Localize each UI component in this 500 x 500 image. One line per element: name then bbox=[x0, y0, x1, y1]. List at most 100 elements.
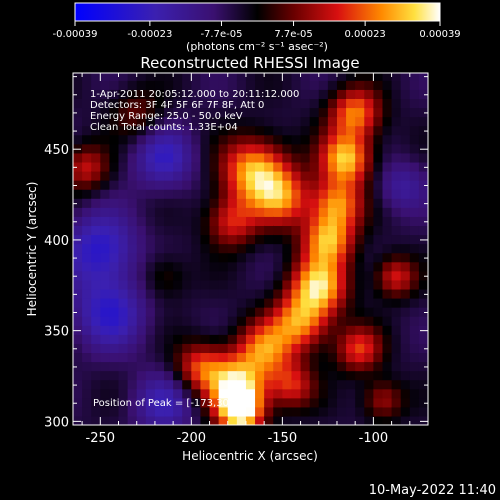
heatmap-cell bbox=[164, 397, 174, 408]
heatmap-cell bbox=[109, 170, 120, 181]
heatmap-cell bbox=[309, 325, 320, 335]
heatmap-cell bbox=[300, 325, 311, 335]
heatmap-cell bbox=[282, 180, 293, 190]
heatmap-cell bbox=[364, 143, 374, 154]
heatmap-cell bbox=[100, 361, 111, 372]
heatmap-cell bbox=[227, 370, 238, 381]
heatmap-cell bbox=[255, 216, 265, 227]
heatmap-cell bbox=[273, 207, 283, 217]
heatmap-cell bbox=[73, 261, 83, 272]
heatmap-cell bbox=[327, 261, 338, 272]
heatmap-cell bbox=[136, 225, 147, 236]
heatmap-cell bbox=[154, 134, 165, 145]
heatmap-cell bbox=[91, 252, 101, 263]
heatmap-cell bbox=[291, 325, 302, 335]
heatmap-cell bbox=[373, 325, 384, 335]
heatmap-cell bbox=[309, 252, 320, 263]
heatmap-cell bbox=[409, 98, 420, 109]
heatmap-cell bbox=[200, 98, 211, 109]
heatmap-cell bbox=[100, 225, 111, 236]
heatmap-cell bbox=[191, 216, 202, 227]
heatmap-cell bbox=[91, 307, 101, 317]
heatmap-cell bbox=[100, 80, 111, 90]
heatmap-cell bbox=[309, 207, 320, 217]
heatmap-cell bbox=[309, 343, 320, 354]
heatmap-cell bbox=[127, 334, 138, 344]
heatmap-cell bbox=[346, 198, 356, 208]
heatmap-cell bbox=[291, 252, 302, 263]
heatmap-cell bbox=[218, 116, 229, 127]
heatmap-cell bbox=[255, 279, 265, 290]
heatmap-cell bbox=[145, 152, 156, 163]
heatmap-cell bbox=[127, 307, 138, 317]
heatmap-cell bbox=[154, 152, 165, 163]
heatmap-cell bbox=[364, 189, 374, 199]
heatmap-cell bbox=[154, 270, 165, 281]
heatmap-cell bbox=[255, 170, 265, 181]
heatmap-cell bbox=[154, 107, 165, 118]
heatmap-cell bbox=[264, 89, 274, 99]
heatmap-cell bbox=[191, 325, 202, 335]
heatmap-cell bbox=[364, 234, 374, 245]
heatmap-cell bbox=[136, 89, 147, 99]
heatmap-cell bbox=[273, 261, 283, 272]
heatmap-cell bbox=[182, 297, 192, 308]
heatmap-cell bbox=[218, 98, 229, 109]
heatmap-cell bbox=[164, 252, 174, 263]
heatmap-cell bbox=[400, 134, 411, 145]
heatmap-cell bbox=[245, 198, 256, 208]
heatmap-cell bbox=[309, 406, 320, 417]
heatmap-cell bbox=[346, 370, 356, 381]
heatmap-cell bbox=[318, 316, 329, 326]
heatmap-cell bbox=[245, 234, 256, 245]
heatmap-cell bbox=[173, 234, 183, 245]
heatmap-cell bbox=[300, 161, 311, 172]
heatmap-cell bbox=[300, 343, 311, 354]
heatmap-cell bbox=[309, 415, 320, 425]
heatmap-cell bbox=[318, 161, 329, 172]
heatmap-cell bbox=[227, 216, 238, 227]
heatmap-cell bbox=[318, 352, 329, 363]
heatmap-cell bbox=[318, 415, 329, 425]
heatmap-cell bbox=[245, 370, 256, 381]
heatmap-cell bbox=[391, 116, 402, 127]
heatmap-cell bbox=[282, 107, 293, 118]
heatmap-cell bbox=[327, 325, 338, 335]
heatmap-cell bbox=[191, 297, 202, 308]
heatmap-cell bbox=[300, 170, 311, 181]
heatmap-cell bbox=[136, 73, 147, 81]
heatmap-cell bbox=[136, 307, 147, 317]
heatmap-cell bbox=[127, 170, 138, 181]
heatmap-cell bbox=[273, 334, 283, 344]
heatmap-cell bbox=[154, 343, 165, 354]
heatmap-cell bbox=[245, 279, 256, 290]
heatmap-cell bbox=[382, 125, 393, 136]
heatmap-cell bbox=[273, 243, 283, 254]
heatmap-cell bbox=[255, 397, 265, 408]
heatmap-cell bbox=[245, 161, 256, 172]
heatmap-cell bbox=[118, 279, 129, 290]
heatmap-cell bbox=[273, 80, 283, 90]
chart-title: Reconstructed RHESSI Image bbox=[140, 54, 359, 72]
heatmap-cell bbox=[418, 98, 428, 109]
heatmap-cell bbox=[100, 134, 111, 145]
heatmap-cell bbox=[82, 73, 92, 81]
heatmap-cell bbox=[173, 334, 183, 344]
heatmap-cell bbox=[109, 406, 120, 417]
heatmap-cell bbox=[264, 307, 274, 317]
heatmap-cell bbox=[346, 98, 356, 109]
heatmap-cell bbox=[245, 134, 256, 145]
heatmap-cell bbox=[318, 98, 329, 109]
heatmap-cell bbox=[273, 279, 283, 290]
heatmap-cell bbox=[136, 270, 147, 281]
heatmap-cell bbox=[282, 243, 293, 254]
heatmap-cell bbox=[264, 180, 274, 190]
heatmap-cell bbox=[327, 98, 338, 109]
heatmap-cell bbox=[218, 288, 229, 299]
x-tick-label: -200 bbox=[177, 431, 207, 446]
heatmap-cell bbox=[382, 207, 393, 217]
heatmap-cell bbox=[300, 225, 311, 236]
heatmap-cell bbox=[227, 397, 238, 408]
heatmap-cell bbox=[400, 261, 411, 272]
heatmap-cell bbox=[373, 279, 384, 290]
